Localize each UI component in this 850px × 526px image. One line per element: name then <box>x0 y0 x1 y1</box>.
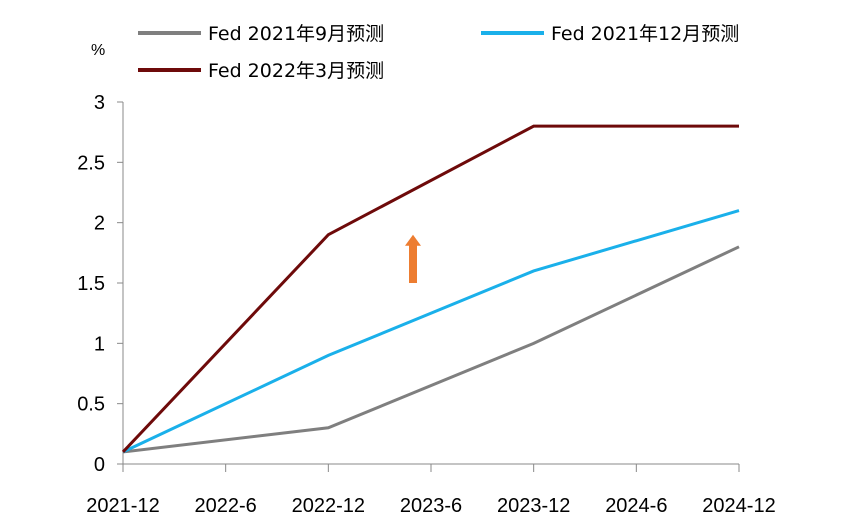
y-tick-label: 2 <box>94 213 105 235</box>
x-tick-label: 2024-12 <box>702 495 775 517</box>
x-tick-label: 2022-6 <box>195 495 257 517</box>
y-tick-label: 1 <box>94 333 105 355</box>
x-tick-label: 2024-6 <box>605 495 667 517</box>
axes: 0 0.5 1 1.5 2 2.5 3 2021-12 2022-6 2022-12 2023-6 2… <box>77 92 776 517</box>
y-tick-label: 0 <box>94 454 105 476</box>
y-tick-label: 3 <box>94 92 105 114</box>
legend: Fed 2021年9月预测 Fed 2021年12月预测 Fed 2022年3月预测 <box>138 23 739 82</box>
series-layer <box>121 124 740 454</box>
legend-label-3: Fed 2022年3月预测 <box>208 60 384 82</box>
x-tick-label: 2021-12 <box>86 495 159 517</box>
y-tick-label: 1.5 <box>77 273 105 295</box>
x-tick-label: 2022-12 <box>292 495 365 517</box>
x-tick-label: 2023-12 <box>497 495 570 517</box>
legend-label-2: Fed 2021年12月预测 <box>551 23 739 45</box>
legend-label-1: Fed 2021年9月预测 <box>208 23 384 45</box>
annotation-layer <box>405 234 421 283</box>
series-line-3 <box>121 124 739 453</box>
x-tick-label: 2023-6 <box>400 495 462 517</box>
y-axis-unit-label: % <box>91 42 105 59</box>
annotation-up-arrow-1 <box>405 234 421 283</box>
y-tick-label: 2.5 <box>77 152 105 174</box>
series-line-1 <box>122 245 740 454</box>
series-line-2 <box>122 209 740 454</box>
y-tick-label: 0.5 <box>77 394 105 416</box>
